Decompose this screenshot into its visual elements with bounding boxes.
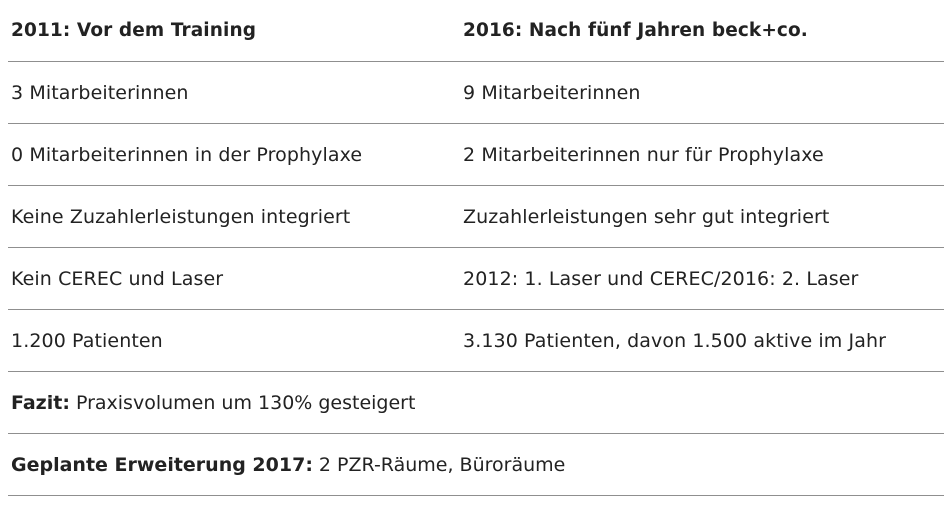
summary-row-fazit: Fazit: Praxisvolumen um 130% gesteigert	[8, 372, 944, 434]
cell-2011: 1.200 Patienten	[11, 329, 163, 352]
summary-text: Praxisvolumen um 130% gesteigert	[75, 391, 416, 414]
header-2016: 2016: Nach fünf Jahren beck+co.	[463, 20, 808, 41]
cell-2016: Zuzahlerleistungen sehr gut integriert	[463, 205, 830, 228]
cell-2016: 2012: 1. Laser und CEREC/2016: 2. Laser	[463, 267, 859, 290]
table-row: 3 Mitarbeiterinnen 9 Mitarbeiterinnen	[8, 62, 944, 124]
summary-row-erweiterung: Geplante Erweiterung 2017: 2 PZR-Räume, …	[8, 434, 944, 496]
table-row: Keine Zuzahlerleistungen integriert Zuza…	[8, 186, 944, 248]
cell-2016: 9 Mitarbeiterinnen	[463, 81, 641, 104]
header-2011: 2011: Vor dem Training	[11, 20, 257, 41]
cell-2011: 3 Mitarbeiterinnen	[11, 81, 189, 104]
table-header-row: 2011: Vor dem Training 2016: Nach fünf J…	[8, 0, 944, 62]
cell-2016: 2 Mitarbeiterinnen nur für Prophylaxe	[463, 143, 824, 166]
comparison-table: 2011: Vor dem Training 2016: Nach fünf J…	[8, 0, 944, 496]
table-row: 0 Mitarbeiterinnen in der Prophylaxe 2 M…	[8, 124, 944, 186]
summary-text: 2 PZR-Räume, Büroräume	[318, 453, 566, 476]
summary-label: Geplante Erweiterung 2017:	[11, 453, 313, 476]
summary-line: Geplante Erweiterung 2017: 2 PZR-Räume, …	[11, 434, 565, 495]
table-row: 1.200 Patienten 3.130 Patienten, davon 1…	[8, 310, 944, 372]
cell-2016: 3.130 Patienten, davon 1.500 aktive im J…	[463, 329, 887, 352]
cell-2011: 0 Mitarbeiterinnen in der Prophylaxe	[11, 143, 363, 166]
cell-2011: Keine Zuzahlerleistungen integriert	[11, 205, 351, 228]
table-row: Kein CEREC und Laser 2012: 1. Laser und …	[8, 248, 944, 310]
summary-label: Fazit:	[11, 391, 70, 414]
cell-2011: Kein CEREC und Laser	[11, 267, 224, 290]
summary-line: Fazit: Praxisvolumen um 130% gesteigert	[11, 372, 415, 433]
